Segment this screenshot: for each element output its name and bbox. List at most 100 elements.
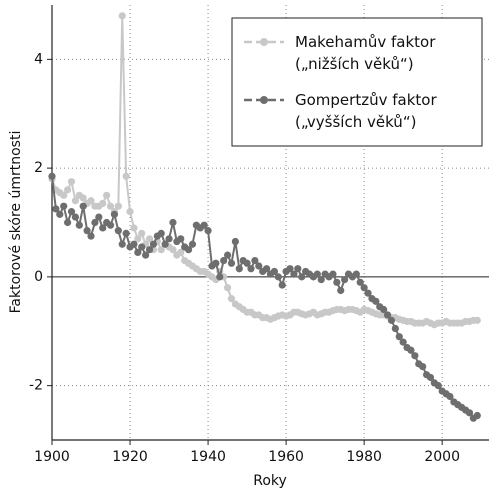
data-point [60,202,68,210]
data-point [106,202,115,210]
data-point [122,172,130,180]
data-point [380,305,388,314]
data-point [130,240,138,248]
data-point [60,191,68,199]
data-point [48,172,56,180]
data-point [71,197,80,205]
data-point [329,270,337,278]
data-point [387,316,396,324]
data-point [161,240,169,248]
legend-box [231,17,483,147]
data-point [184,246,193,254]
data-point [75,221,83,229]
data-point [134,248,142,257]
data-point [177,235,185,243]
data-point [67,178,76,186]
x-tick-label: 1940 [190,449,226,465]
data-point [165,235,173,243]
x-tick-label: 1980 [346,449,382,465]
data-point [79,194,87,202]
data-point [103,191,111,199]
x-tick-label: 1900 [34,449,70,465]
data-point [227,259,236,267]
data-point [126,208,134,216]
data-point [169,218,177,227]
data-point [204,227,212,235]
data-point [262,265,271,273]
data-point [341,275,349,284]
data-point [91,218,99,227]
x-tick-label: 2000 [424,449,460,465]
data-point [177,248,185,257]
data-point [142,251,150,259]
data-point [110,210,119,218]
legend-marker [260,38,268,46]
data-point [99,199,107,208]
data-point [114,202,122,210]
y-axis-label: Faktorové skóre úmrtnosti [8,131,24,314]
legend-label-line: („nižších věků“) [295,55,414,73]
data-point [243,259,251,267]
data-point [52,205,60,213]
data-point [313,270,321,278]
data-point [106,221,115,229]
data-point [71,213,80,221]
y-tick-label: 0 [34,269,43,285]
data-point [407,346,415,354]
data-point [364,289,372,297]
data-point [465,409,474,417]
data-point [317,275,325,284]
data-point [294,265,302,273]
data-point [251,256,259,265]
data-point [473,316,481,324]
data-point [169,246,177,254]
data-point [360,284,368,292]
data-point [223,251,232,259]
data-point [333,278,341,286]
y-tick-label: 2 [34,160,43,176]
data-point [446,392,454,401]
data-point [411,352,419,360]
data-point [138,229,146,237]
data-point [83,227,91,235]
data-point [391,324,399,333]
data-point [247,265,255,273]
data-point [200,221,208,229]
data-point [79,202,87,210]
data-point [56,210,64,218]
data-point [130,224,138,232]
legend-label: Gompertzův faktor („vyšších věků“) [295,91,437,131]
data-point [278,281,286,289]
data-point [270,267,279,276]
data-point [220,256,228,265]
data-point [118,240,126,248]
data-point [372,297,380,305]
data-point [157,229,165,237]
y-tick-label: 4 [34,51,43,67]
data-point [67,208,76,216]
data-point [122,229,130,237]
legend-marker [260,96,268,104]
x-axis-label: Roky [253,473,287,489]
legend-label: Makehamův faktor („nižších věků“) [295,33,436,73]
data-point [95,213,103,221]
data-point [188,240,197,248]
data-point [64,186,72,194]
legend-label-line: („vyšších věků“) [295,113,416,131]
data-point [227,295,236,303]
data-point [352,270,360,278]
data-point [255,262,263,270]
data-point [99,224,107,232]
y-tick-label: -2 [29,378,43,394]
data-point [118,12,126,20]
data-point [290,270,298,278]
data-point [138,243,146,251]
data-point [337,286,345,295]
data-point [235,265,243,273]
data-point [399,338,407,346]
data-point [426,373,435,382]
data-point [383,311,392,319]
data-point [87,232,95,240]
data-point [473,411,481,420]
